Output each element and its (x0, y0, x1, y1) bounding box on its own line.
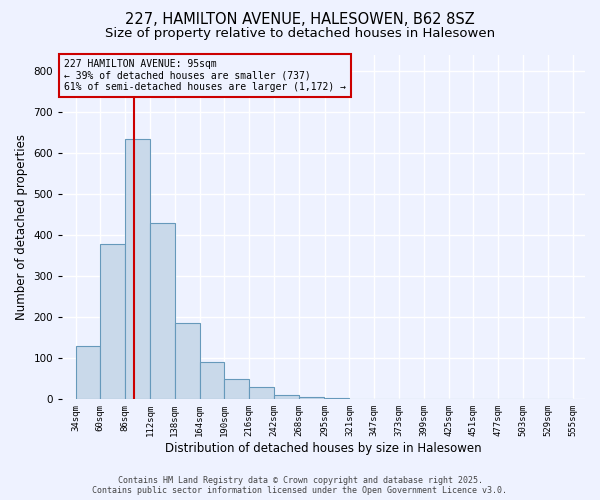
Bar (325, 398, 349, 400)
Bar (200, 362, 224, 400)
Bar (274, 395, 299, 400)
Y-axis label: Number of detached properties: Number of detached properties (15, 134, 28, 320)
Bar (175, 324, 200, 400)
Bar (100, 244, 125, 400)
Text: 227, HAMILTON AVENUE, HALESOWEN, B62 8SZ: 227, HAMILTON AVENUE, HALESOWEN, B62 8SZ (125, 12, 475, 28)
X-axis label: Distribution of detached houses by size in Halesowen: Distribution of detached houses by size … (165, 442, 482, 455)
Text: Size of property relative to detached houses in Halesowen: Size of property relative to detached ho… (105, 28, 495, 40)
Bar (150, 223, 175, 400)
Bar (224, 379, 249, 400)
Bar (125, 139, 150, 400)
Bar (76, 346, 100, 400)
Text: 227 HAMILTON AVENUE: 95sqm
← 39% of detached houses are smaller (737)
61% of sem: 227 HAMILTON AVENUE: 95sqm ← 39% of deta… (64, 59, 346, 92)
Bar (249, 387, 274, 400)
Text: Contains HM Land Registry data © Crown copyright and database right 2025.
Contai: Contains HM Land Registry data © Crown c… (92, 476, 508, 495)
Bar (299, 398, 323, 400)
